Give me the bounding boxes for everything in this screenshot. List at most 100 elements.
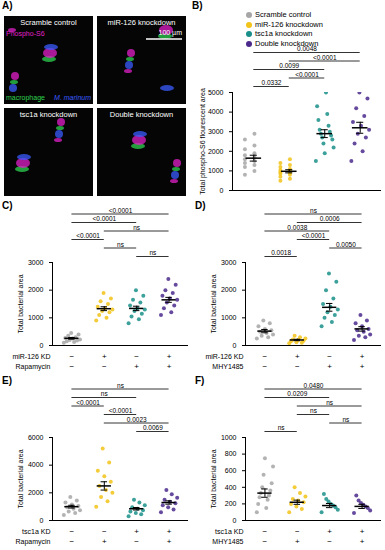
svg-text:M. marinum: M. marinum xyxy=(54,94,91,101)
svg-text:−: − xyxy=(327,352,332,361)
svg-text:0.0050: 0.0050 xyxy=(336,241,356,248)
svg-text:0.0099: 0.0099 xyxy=(279,62,299,69)
svg-text:ns: ns xyxy=(310,207,318,214)
svg-text:+: + xyxy=(327,362,332,371)
svg-text:Total bacterial area: Total bacterial area xyxy=(210,274,217,333)
svg-text:tsc1a KD: tsc1a KD xyxy=(215,528,243,535)
svg-text:tsc1a knockdown: tsc1a knockdown xyxy=(20,110,78,119)
svg-text:+: + xyxy=(167,362,172,371)
svg-text:+: + xyxy=(167,527,172,536)
svg-text:6000: 6000 xyxy=(28,434,44,441)
svg-text:−: − xyxy=(102,527,107,536)
svg-text:<0.0001: <0.0001 xyxy=(92,215,116,222)
svg-text:+: + xyxy=(134,527,139,536)
svg-text:2000: 2000 xyxy=(28,286,44,293)
svg-text:Total bacterial area: Total bacterial area xyxy=(17,274,24,333)
svg-text:<0.0001: <0.0001 xyxy=(76,232,100,239)
svg-text:+: + xyxy=(167,537,172,546)
svg-text:0.0018: 0.0018 xyxy=(271,249,291,256)
svg-text:MHY1485: MHY1485 xyxy=(212,538,243,545)
svg-text:tsc1a KD: tsc1a KD xyxy=(22,528,50,535)
svg-text:−: − xyxy=(295,527,300,536)
svg-text:0: 0 xyxy=(220,187,224,194)
svg-text:−: − xyxy=(70,352,75,361)
svg-text:0: 0 xyxy=(233,517,237,524)
svg-text:<0.0001: <0.0001 xyxy=(109,407,133,414)
svg-text:Total bacterial area: Total bacterial area xyxy=(17,449,24,508)
svg-text:1000: 1000 xyxy=(221,434,237,441)
svg-text:+: + xyxy=(102,352,107,361)
svg-text:Rapamycin: Rapamycin xyxy=(15,363,50,371)
svg-text:+: + xyxy=(327,527,332,536)
svg-text:<0.0001: <0.0001 xyxy=(302,232,326,239)
svg-text:Scramble control: Scramble control xyxy=(20,18,77,27)
svg-text:ns: ns xyxy=(342,416,350,423)
svg-text:0.0480: 0.0480 xyxy=(304,382,324,389)
svg-text:+: + xyxy=(167,352,172,361)
svg-text:4000: 4000 xyxy=(28,461,44,468)
svg-text:3000: 3000 xyxy=(208,128,224,135)
svg-text:+: + xyxy=(360,527,365,536)
svg-text:3000: 3000 xyxy=(28,259,44,266)
svg-text:+: + xyxy=(134,362,139,371)
svg-text:+: + xyxy=(360,537,365,546)
svg-text:ns: ns xyxy=(101,390,109,397)
svg-text:Rapamycin: Rapamycin xyxy=(15,538,50,546)
svg-text:−: − xyxy=(263,352,268,361)
svg-text:0: 0 xyxy=(40,342,44,349)
svg-text:<0.0001: <0.0001 xyxy=(313,54,337,61)
svg-text:1000: 1000 xyxy=(28,314,44,321)
svg-text:0.0069: 0.0069 xyxy=(143,424,163,431)
svg-text:800: 800 xyxy=(225,450,237,457)
svg-text:ns: ns xyxy=(117,382,125,389)
svg-text:<0.0001: <0.0001 xyxy=(109,207,133,214)
svg-text:2000: 2000 xyxy=(28,489,44,496)
svg-text:+: + xyxy=(102,537,107,546)
svg-text:0.0023: 0.0023 xyxy=(127,416,147,423)
svg-text:ns: ns xyxy=(133,224,141,231)
svg-text:0: 0 xyxy=(40,517,44,524)
svg-text:3000: 3000 xyxy=(221,259,237,266)
svg-text:ns: ns xyxy=(310,407,318,414)
svg-text:<0.0001: <0.0001 xyxy=(76,399,100,406)
svg-text:<0.0001: <0.0001 xyxy=(295,71,319,78)
svg-text:2000: 2000 xyxy=(208,148,224,155)
svg-text:ns: ns xyxy=(149,249,157,256)
svg-text:5000: 5000 xyxy=(208,89,224,96)
svg-text:0.0209: 0.0209 xyxy=(287,390,307,397)
svg-text:+: + xyxy=(295,537,300,546)
svg-text:ns: ns xyxy=(326,399,334,406)
svg-text:400: 400 xyxy=(225,484,237,491)
svg-text:−: − xyxy=(263,362,268,371)
svg-text:200: 200 xyxy=(225,500,237,507)
svg-text:Double knockdown: Double knockdown xyxy=(110,110,173,119)
svg-text:4000: 4000 xyxy=(208,108,224,115)
svg-text:−: − xyxy=(134,537,139,546)
svg-text:−: − xyxy=(263,527,268,536)
svg-text:−: − xyxy=(134,352,139,361)
svg-text:100 µm: 100 µm xyxy=(159,29,183,37)
svg-text:1000: 1000 xyxy=(221,314,237,321)
svg-text:0: 0 xyxy=(233,342,237,349)
svg-text:0.0006: 0.0006 xyxy=(320,215,340,222)
svg-text:−: − xyxy=(70,362,75,371)
svg-text:+: + xyxy=(360,352,365,361)
svg-text:ns: ns xyxy=(117,241,125,248)
svg-text:miR-126 KD: miR-126 KD xyxy=(205,353,243,360)
svg-text:−: − xyxy=(327,537,332,546)
svg-text:Phospho-S6: Phospho-S6 xyxy=(6,30,45,38)
svg-text:1000: 1000 xyxy=(208,167,224,174)
svg-text:2000: 2000 xyxy=(221,286,237,293)
svg-text:−: − xyxy=(102,362,107,371)
svg-text:+: + xyxy=(295,352,300,361)
svg-text:MHY1485: MHY1485 xyxy=(212,363,243,370)
svg-text:0.0332: 0.0332 xyxy=(262,79,282,86)
svg-text:0.0038: 0.0038 xyxy=(287,224,307,231)
svg-text:−: − xyxy=(295,362,300,371)
svg-text:Total phospho-S6 flourescent a: Total phospho-S6 flourescent area xyxy=(199,88,207,195)
svg-text:+: + xyxy=(360,362,365,371)
svg-text:miR-126 knockdown: miR-126 knockdown xyxy=(108,18,176,27)
svg-text:miR-126 KD: miR-126 KD xyxy=(12,353,50,360)
svg-text:macrophage: macrophage xyxy=(6,94,45,102)
svg-text:−: − xyxy=(70,537,75,546)
